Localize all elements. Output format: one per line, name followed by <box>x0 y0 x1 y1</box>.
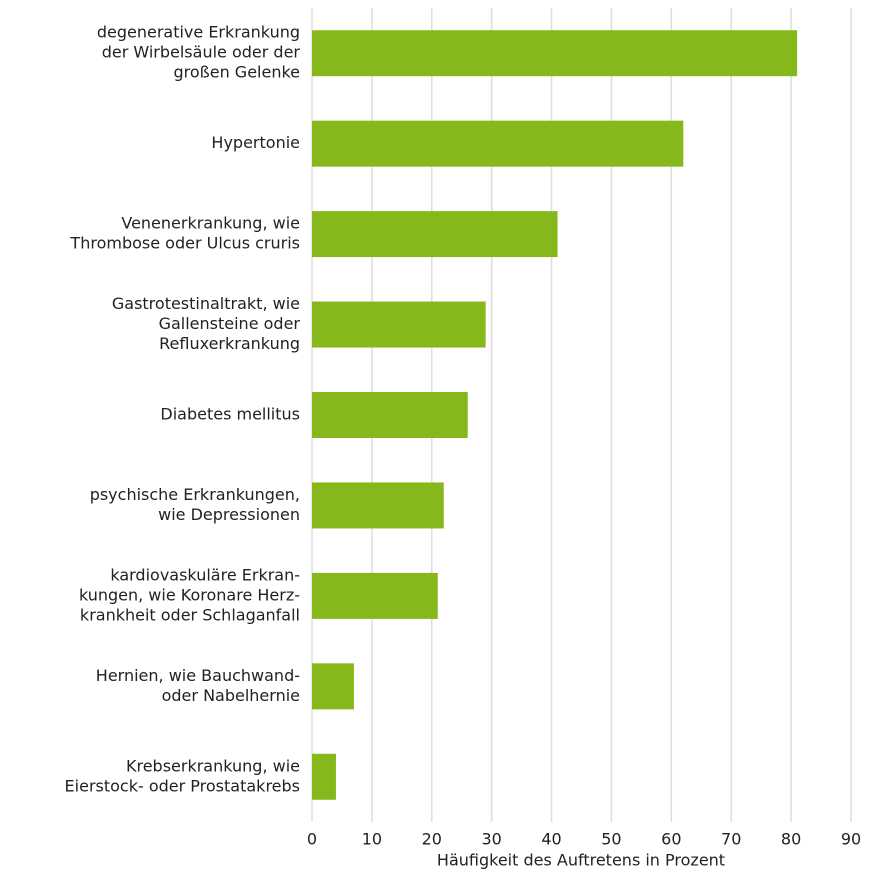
y-tick-label: Thrombose oder Ulcus cruris <box>69 234 300 253</box>
x-tick-label: 40 <box>541 830 561 849</box>
x-tick-label: 80 <box>781 830 801 849</box>
x-tick-label: 20 <box>422 830 442 849</box>
bar <box>312 301 486 348</box>
x-tick-label: 60 <box>661 830 681 849</box>
y-tick-label: Gallensteine oder <box>159 314 301 333</box>
y-tick-label: großen Gelenke <box>173 63 300 82</box>
y-tick-label: Venenerkrankung, wie <box>121 214 300 233</box>
bar <box>312 120 684 167</box>
y-tick-label: Diabetes mellitus <box>160 405 300 424</box>
y-tick-label: Eierstock- oder Prostatakrebs <box>65 776 300 795</box>
y-tick-label: Hypertonie <box>211 133 300 152</box>
bar <box>312 30 798 77</box>
bar <box>312 572 438 619</box>
y-tick-label: degenerative Erkrankung <box>97 23 300 42</box>
y-tick-label: psychische Erkrankungen, <box>90 485 300 504</box>
y-tick-label: Gastrotestinaltrakt, wie <box>112 294 300 313</box>
x-tick-label: 70 <box>721 830 741 849</box>
y-tick-label: der Wirbelsäule oder der <box>102 43 301 62</box>
bar <box>312 211 558 258</box>
x-tick-label: 50 <box>601 830 621 849</box>
x-tick-label: 30 <box>481 830 501 849</box>
bar <box>312 663 354 710</box>
y-tick-label: Hernien, wie Bauchwand- <box>96 666 300 685</box>
y-tick-label: Krebserkrankung, wie <box>126 756 300 775</box>
y-tick-label: kardiovaskuläre Erkran- <box>110 565 300 584</box>
y-tick-label: Refluxerkrankung <box>159 334 300 353</box>
x-tick-label: 90 <box>841 830 861 849</box>
y-tick-label: oder Nabelhernie <box>162 686 300 705</box>
bar <box>312 753 336 800</box>
y-tick-label: wie Depressionen <box>158 505 300 524</box>
x-tick-label: 0 <box>307 830 317 849</box>
y-tick-label: krankheit oder Schlaganfall <box>80 605 300 624</box>
x-axis-label: Häufigkeit des Auftretens in Prozent <box>437 851 725 870</box>
y-tick-label: kungen, wie Koronare Herz- <box>79 585 300 604</box>
bar <box>312 392 468 438</box>
x-tick-label: 10 <box>362 830 382 849</box>
bar <box>312 482 444 529</box>
